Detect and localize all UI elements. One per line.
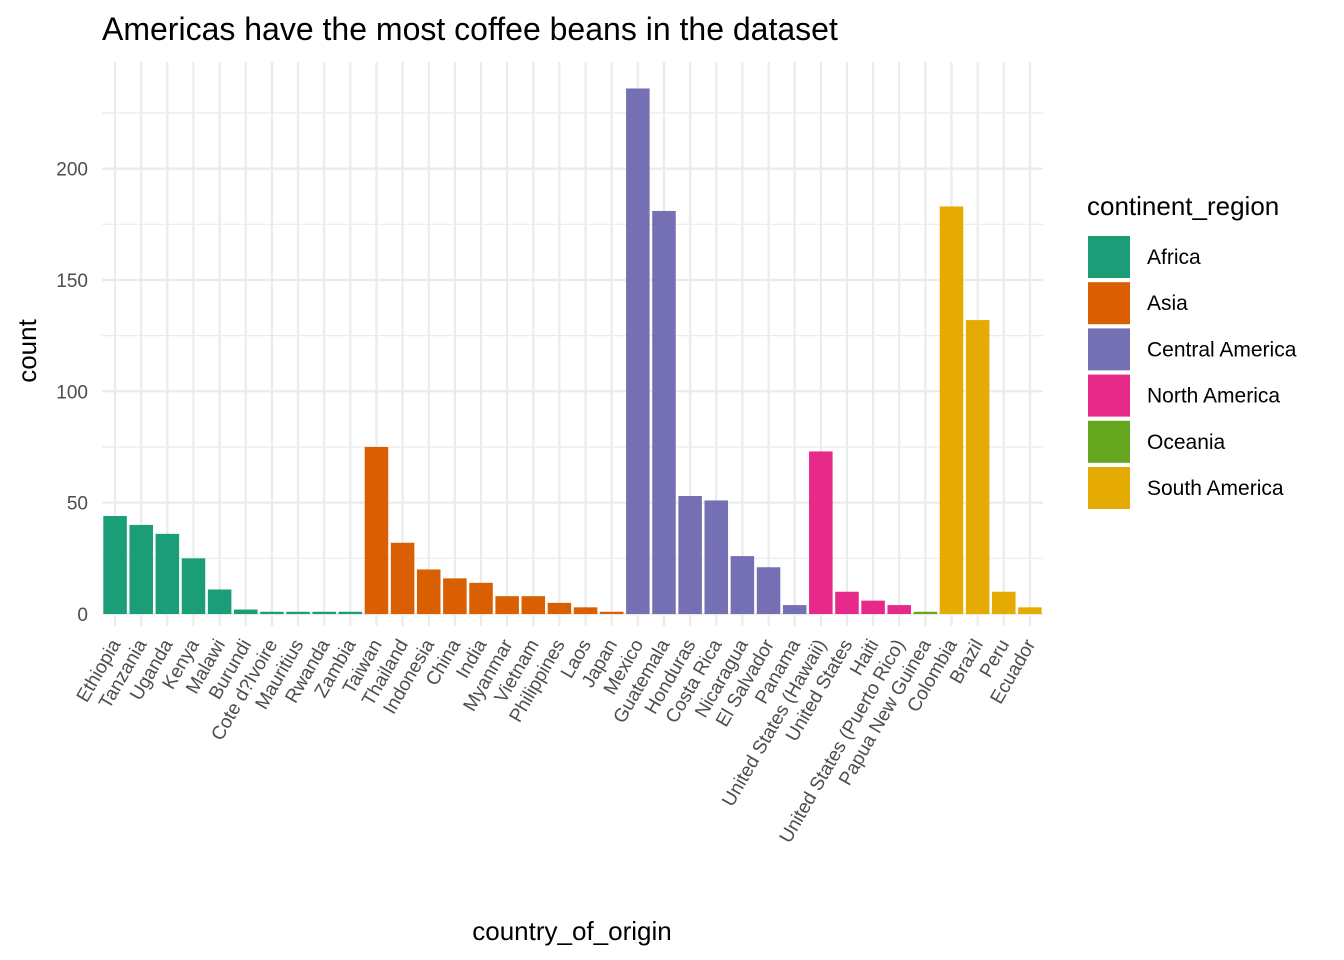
bar bbox=[965, 320, 990, 614]
legend-label: Central America bbox=[1147, 338, 1297, 361]
bar bbox=[416, 569, 441, 614]
legend-key bbox=[1088, 420, 1130, 463]
bar bbox=[939, 206, 964, 614]
bar bbox=[730, 556, 755, 614]
bar bbox=[573, 607, 598, 614]
y-axis-ticks: 0 50 100 150 200 bbox=[56, 160, 88, 626]
bar bbox=[547, 602, 572, 614]
bar bbox=[155, 533, 180, 614]
bar bbox=[443, 578, 467, 614]
legend-title: continent_region bbox=[1087, 191, 1279, 221]
bar bbox=[652, 210, 676, 614]
legend-key bbox=[1088, 236, 1130, 278]
bar bbox=[835, 591, 859, 614]
y-tick-label: 200 bbox=[56, 160, 88, 181]
bar bbox=[809, 451, 833, 614]
legend-label: South America bbox=[1147, 477, 1284, 500]
y-axis-title: count bbox=[12, 318, 42, 382]
bars bbox=[103, 88, 1042, 614]
bar bbox=[495, 596, 519, 614]
bar bbox=[861, 600, 885, 614]
bar bbox=[234, 609, 258, 614]
legend-key bbox=[1088, 467, 1130, 509]
y-tick-label: 100 bbox=[56, 382, 88, 403]
bar bbox=[260, 611, 284, 614]
bar bbox=[312, 611, 336, 614]
bar bbox=[207, 589, 232, 614]
bar bbox=[338, 611, 363, 614]
bar bbox=[469, 582, 493, 614]
bar bbox=[390, 542, 415, 614]
bar bbox=[704, 500, 729, 614]
legend: continent_region Africa Asia Central Ameri… bbox=[1087, 191, 1297, 509]
x-axis-ticks: EthiopiaTanzaniaUgandaKenyaMalawiBurundi… bbox=[73, 635, 1041, 846]
bar bbox=[913, 611, 938, 614]
chart-title: Americas have the most coffee beans in t… bbox=[102, 11, 838, 47]
bar bbox=[887, 605, 911, 614]
bar bbox=[521, 596, 546, 614]
legend-key bbox=[1088, 282, 1130, 325]
bar bbox=[599, 611, 624, 614]
grid bbox=[102, 62, 1043, 626]
bar bbox=[103, 516, 127, 614]
legend-label: Oceania bbox=[1147, 431, 1226, 454]
legend-key bbox=[1088, 374, 1130, 417]
x-axis-title: country_of_origin bbox=[472, 916, 671, 946]
bar bbox=[286, 611, 310, 614]
bar bbox=[756, 567, 781, 614]
bar bbox=[364, 446, 389, 614]
bar bbox=[678, 495, 702, 614]
legend-label: Asia bbox=[1147, 292, 1188, 315]
y-tick-label: 150 bbox=[56, 271, 88, 292]
legend-label: North America bbox=[1147, 385, 1280, 408]
bar bbox=[1018, 607, 1042, 614]
bar bbox=[626, 88, 650, 614]
y-tick-label: 50 bbox=[67, 494, 88, 515]
legend-label: Africa bbox=[1147, 246, 1201, 269]
legend-key bbox=[1088, 328, 1130, 371]
bar bbox=[992, 591, 1016, 614]
bar bbox=[181, 558, 206, 614]
y-tick-label: 0 bbox=[77, 605, 88, 626]
bar bbox=[782, 605, 807, 614]
bar bbox=[129, 524, 153, 614]
